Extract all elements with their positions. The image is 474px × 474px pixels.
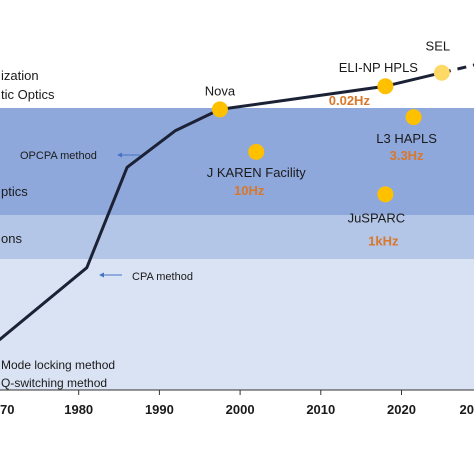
annotation-2: Mode locking method [1,358,115,372]
rate-label-l3-hapls: 3.3Hz [390,148,424,163]
rate-label-eli-np-hpls: 0.02Hz [329,93,371,108]
top-labels: ization tic Optics [1,68,55,102]
x-tick-label-1980: 1980 [64,402,93,417]
top-label-1: tic Optics [1,87,55,102]
x-tick-label-1990: 1990 [145,402,174,417]
band-label-0: ptics [1,184,28,199]
x-tick-label-2000: 2000 [226,402,255,417]
x-tick-label-1970: 70 [0,402,14,417]
x-tick-label-2010: 2010 [306,402,335,417]
point-eli-np-hpls [377,78,394,95]
point-label-eli-np-hpls: ELI-NP HPLS [339,60,419,75]
point-jusparc [377,186,394,203]
method-annotations: OPCPA method CPA method Mode locking metho… [1,150,193,390]
rate-label-j-karen-facility: 10Hz [234,183,265,198]
band-1 [0,165,474,215]
annotation-arrowhead-1 [99,272,104,278]
annotation-0: OPCPA method [20,150,97,162]
point-j-karen-facility [248,143,265,160]
point-l3-hapls [405,109,422,126]
band-0 [0,108,474,165]
annotation-3: Q-switching method [1,376,107,390]
x-axis: 70 1980 1990 2000 2010 2020 20 [0,389,474,417]
x-tick-label-2030: 20 [460,402,474,417]
point-sel [433,64,450,81]
band-2 [0,215,474,259]
point-label-sel: SEL [426,39,451,54]
band-label-2: ons [1,231,22,246]
annotation-arrowhead-0 [117,152,122,158]
band-3 [0,259,474,390]
point-label-l3-hapls: L3 HAPLS [376,131,437,146]
top-label-0: ization [1,68,39,83]
facility-points: Nova ELI-NP HPLS 0.02Hz SEL L3 HAPLS 3.3Hz J K… [205,39,450,249]
point-label-nova: Nova [205,83,236,98]
annotation-1: CPA method [132,271,193,283]
method-bands [0,108,474,390]
point-label-jusparc: JuSPARC [348,210,406,225]
x-tick-label-2020: 2020 [387,402,416,417]
point-label-j-karen-facility: J KAREN Facility [207,165,306,180]
band-labels: ptics ons [1,184,28,246]
rate-label-jusparc: 1kHz [368,233,399,248]
point-nova [211,101,228,118]
